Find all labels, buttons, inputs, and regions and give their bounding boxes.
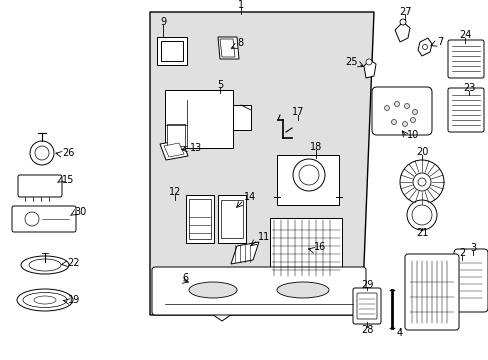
Text: 12: 12 <box>168 187 181 197</box>
Text: 19: 19 <box>68 295 80 305</box>
Text: 7: 7 <box>436 37 442 47</box>
Bar <box>232 105 250 130</box>
Bar <box>189 199 210 239</box>
Text: 29: 29 <box>360 280 372 290</box>
Ellipse shape <box>276 282 328 298</box>
Circle shape <box>391 120 396 125</box>
Text: 15: 15 <box>61 175 74 185</box>
Text: 4: 4 <box>396 328 402 338</box>
Circle shape <box>412 173 430 191</box>
Text: 23: 23 <box>462 83 474 93</box>
Circle shape <box>406 200 436 230</box>
Ellipse shape <box>34 296 56 304</box>
Text: 3: 3 <box>469 243 475 253</box>
Text: 11: 11 <box>257 232 269 242</box>
Circle shape <box>409 117 415 122</box>
Text: 6: 6 <box>182 273 188 283</box>
Text: 1: 1 <box>238 0 244 10</box>
Text: 8: 8 <box>237 38 243 48</box>
Text: 28: 28 <box>360 325 372 335</box>
FancyBboxPatch shape <box>356 293 376 319</box>
Text: 13: 13 <box>189 143 202 153</box>
Polygon shape <box>208 303 235 321</box>
Polygon shape <box>417 38 431 56</box>
Circle shape <box>394 102 399 107</box>
Circle shape <box>365 59 371 65</box>
Bar <box>185 195 214 243</box>
Circle shape <box>412 109 417 114</box>
FancyBboxPatch shape <box>453 249 487 312</box>
Bar <box>218 195 245 243</box>
Polygon shape <box>230 242 259 264</box>
Circle shape <box>35 146 49 160</box>
Circle shape <box>417 178 425 186</box>
FancyBboxPatch shape <box>352 288 380 324</box>
Bar <box>269 218 341 278</box>
Text: 20: 20 <box>415 147 427 157</box>
FancyBboxPatch shape <box>161 41 183 61</box>
Text: 22: 22 <box>67 258 79 268</box>
Circle shape <box>422 45 427 49</box>
Ellipse shape <box>189 282 237 298</box>
FancyBboxPatch shape <box>12 206 76 232</box>
Polygon shape <box>363 60 375 78</box>
FancyBboxPatch shape <box>404 254 458 330</box>
Circle shape <box>30 141 54 165</box>
Ellipse shape <box>23 292 67 307</box>
Polygon shape <box>220 39 235 57</box>
FancyBboxPatch shape <box>157 37 186 65</box>
Text: 18: 18 <box>309 142 322 152</box>
Text: 21: 21 <box>415 228 427 238</box>
Polygon shape <box>150 12 373 315</box>
Polygon shape <box>160 140 187 160</box>
FancyBboxPatch shape <box>447 40 483 78</box>
Text: 2: 2 <box>458 248 464 258</box>
FancyBboxPatch shape <box>371 87 431 135</box>
Polygon shape <box>163 143 183 157</box>
Bar <box>164 90 232 148</box>
FancyBboxPatch shape <box>152 267 365 315</box>
Circle shape <box>402 121 407 126</box>
Polygon shape <box>394 22 409 42</box>
Circle shape <box>399 19 405 25</box>
FancyBboxPatch shape <box>18 175 62 197</box>
Text: 24: 24 <box>458 30 470 40</box>
Text: 25: 25 <box>345 57 358 67</box>
Bar <box>276 155 338 205</box>
Circle shape <box>411 205 431 225</box>
Text: 17: 17 <box>291 107 304 117</box>
Text: 16: 16 <box>313 242 325 252</box>
Circle shape <box>298 165 318 185</box>
Circle shape <box>292 159 325 191</box>
Ellipse shape <box>29 259 61 271</box>
Circle shape <box>404 104 408 108</box>
Circle shape <box>399 160 443 204</box>
Text: 9: 9 <box>160 17 166 27</box>
FancyBboxPatch shape <box>447 88 483 132</box>
Ellipse shape <box>21 256 69 274</box>
Text: 14: 14 <box>244 192 256 202</box>
Circle shape <box>25 212 39 226</box>
Text: 26: 26 <box>61 148 74 158</box>
Polygon shape <box>218 37 239 59</box>
Circle shape <box>384 105 389 111</box>
Bar <box>167 124 184 146</box>
Ellipse shape <box>17 289 73 311</box>
Text: 10: 10 <box>406 130 418 140</box>
Text: 30: 30 <box>74 207 86 217</box>
Text: 5: 5 <box>217 80 223 90</box>
Text: 27: 27 <box>398 7 410 17</box>
Bar <box>221 200 243 238</box>
